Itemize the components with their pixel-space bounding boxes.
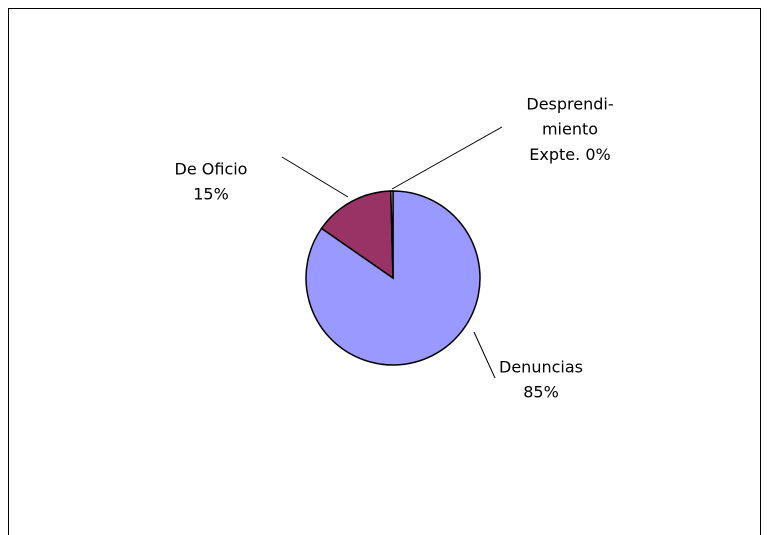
leader-line <box>391 126 503 190</box>
pie-slice <box>305 190 481 366</box>
slice-label: Expte. 0% <box>529 145 610 164</box>
chart-frame <box>8 8 761 535</box>
category-label: Expte. <box>529 145 580 164</box>
category-label: De Oficio <box>175 160 248 179</box>
value-label: 15% <box>193 185 229 204</box>
value-label: 85% <box>523 383 559 402</box>
leader-line <box>281 156 349 198</box>
category-label: Desprendi- <box>526 95 613 114</box>
value-label: 0% <box>585 145 610 164</box>
category-label: miento <box>542 120 598 139</box>
category-label: Denuncias <box>499 358 583 377</box>
pie-slice <box>390 190 394 279</box>
leader-line <box>473 331 496 379</box>
pie-slice <box>320 190 394 280</box>
